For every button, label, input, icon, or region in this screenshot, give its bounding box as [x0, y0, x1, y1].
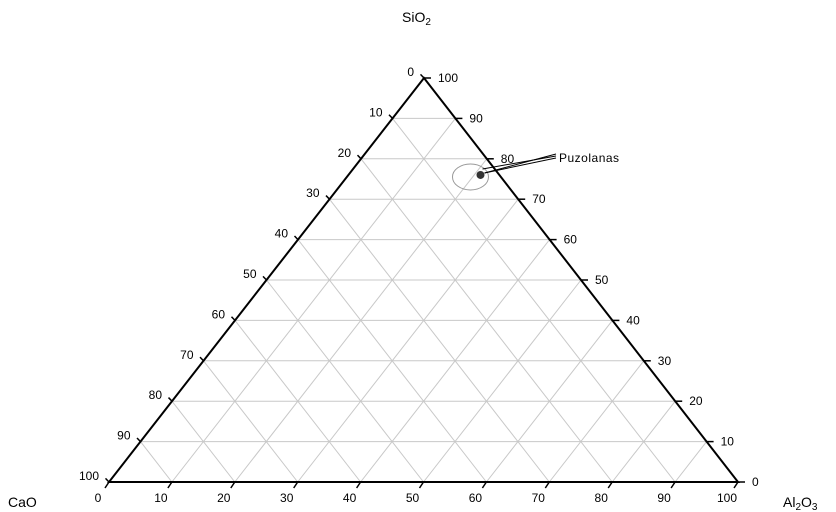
- data-points: [451, 153, 557, 191]
- tick-label-left: 30: [306, 186, 320, 200]
- grid-line-right: [171, 118, 456, 483]
- grid-line-left: [171, 400, 236, 483]
- tick-left: [325, 195, 331, 200]
- grid-line-left: [234, 320, 361, 483]
- tick-bottom: [167, 481, 173, 489]
- grid-line-left: [329, 198, 550, 483]
- tick-label-left: 0: [407, 65, 414, 79]
- grid-line-right: [423, 279, 582, 483]
- tick-label-bottom: 10: [154, 491, 168, 505]
- tick-bottom: [230, 481, 236, 489]
- tick-label-left: 10: [369, 105, 383, 119]
- grid-line-left: [203, 360, 299, 483]
- tick-label-right: 60: [564, 233, 578, 247]
- tick-left: [388, 114, 394, 119]
- tick-label-right: 70: [532, 192, 546, 206]
- tick-bottom: [481, 481, 488, 489]
- tick-label-left: 100: [79, 469, 99, 483]
- tick-label-bottom: 50: [406, 491, 420, 505]
- grid-line-right: [297, 198, 519, 483]
- grid-lines: [140, 117, 707, 483]
- tick-label-left: 90: [117, 429, 131, 443]
- tick-label-left: 40: [275, 227, 289, 241]
- tick-left: [419, 73, 425, 79]
- tick-label-right: 50: [595, 273, 609, 287]
- axis-label-left: CaO: [8, 494, 37, 510]
- tick-marks: [104, 73, 745, 489]
- tick-bottom: [607, 481, 613, 489]
- point-highlight-circle: [451, 163, 489, 191]
- grid-line-left: [392, 118, 676, 483]
- grid-line-right: [486, 320, 613, 483]
- tick-label-bottom: 0: [95, 491, 102, 505]
- tick-label-bottom: 70: [532, 491, 546, 505]
- tick-label-left: 60: [212, 307, 226, 321]
- tick-label-right: 30: [658, 354, 672, 368]
- axis-label-top: SiO2: [402, 9, 431, 28]
- tick-left: [293, 235, 299, 241]
- annotation-leader-line: [484, 153, 557, 174]
- tick-label-bottom: 90: [657, 491, 671, 505]
- tick-bottom: [293, 481, 299, 489]
- tick-label-bottom: 100: [717, 491, 737, 505]
- tick-left: [230, 316, 236, 321]
- tick-labels: 0102030405060708090100100908070605040302…: [79, 65, 759, 505]
- data-point: [476, 170, 485, 179]
- tick-left: [356, 154, 362, 160]
- tick-left: [167, 397, 173, 402]
- tick-bottom: [355, 481, 362, 489]
- tick-label-right: 20: [689, 394, 703, 408]
- tick-bottom: [104, 481, 110, 489]
- tick-left: [104, 477, 110, 483]
- tick-label-bottom: 80: [595, 491, 609, 505]
- grid-line-right: [611, 400, 676, 483]
- tick-label-left: 80: [149, 388, 163, 402]
- tick-label-right: 90: [469, 111, 483, 125]
- grid-line-left: [266, 279, 424, 483]
- tick-left: [199, 356, 205, 362]
- annotation-label: Puzolanas: [559, 151, 620, 165]
- axis-label-right: Al2O3: [783, 494, 818, 512]
- tick-label-bottom: 20: [217, 491, 231, 505]
- tick-label-left: 20: [338, 146, 352, 160]
- tick-bottom: [733, 481, 739, 489]
- tick-label-right: 10: [721, 435, 735, 449]
- tick-left: [136, 437, 142, 443]
- tick-bottom: [544, 481, 550, 489]
- tick-label-right: 80: [501, 152, 515, 166]
- tick-label-bottom: 40: [343, 491, 357, 505]
- tick-label-bottom: 30: [280, 491, 294, 505]
- tick-left: [262, 275, 268, 281]
- annotation-leader-line: [482, 155, 557, 170]
- grid-line-right: [548, 360, 645, 483]
- tick-label-bottom: 60: [469, 491, 483, 505]
- annotation-leader-line: [484, 157, 557, 174]
- grid-line-left: [140, 441, 173, 483]
- tick-label-left: 70: [180, 348, 194, 362]
- tick-label-right: 0: [752, 475, 759, 489]
- tick-bottom: [670, 481, 676, 489]
- tick-label-right: 40: [626, 313, 640, 327]
- grid-line-right: [674, 441, 707, 483]
- tick-bottom: [418, 481, 425, 489]
- tick-label-left: 50: [243, 267, 257, 281]
- tick-label-right: 100: [438, 71, 458, 85]
